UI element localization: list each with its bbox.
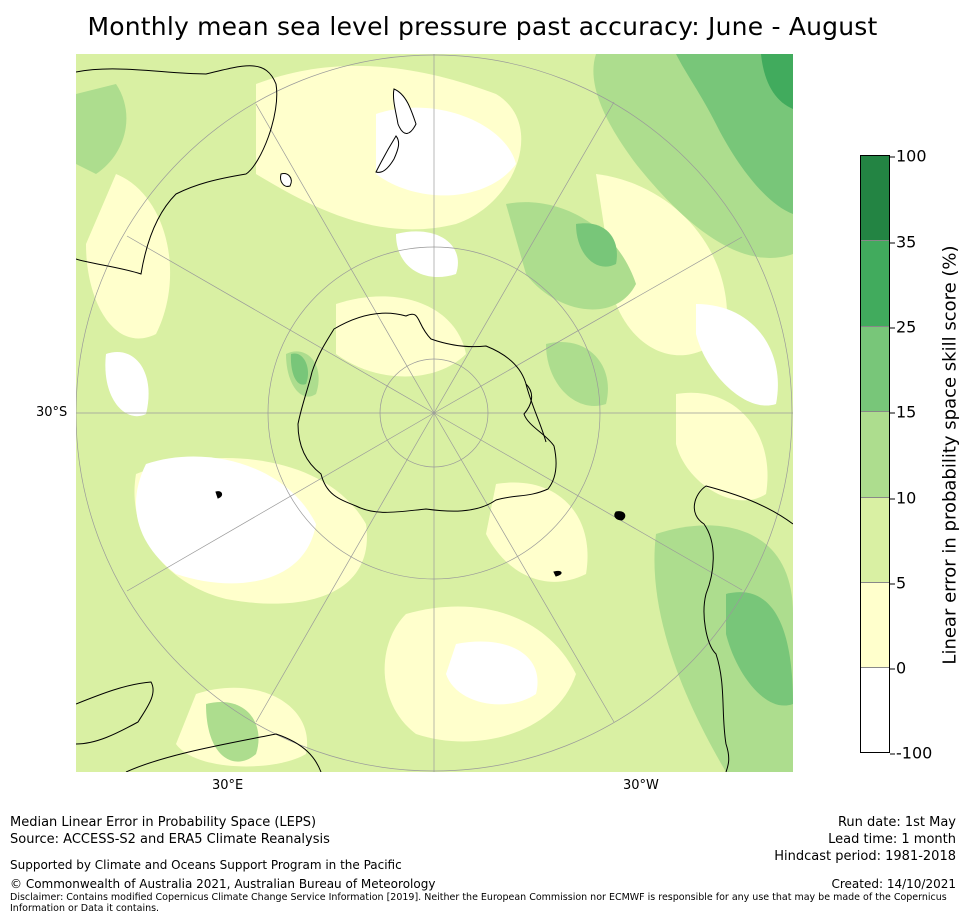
footer-source: Source: ACCESS-S2 and ERA5 Climate Reana…: [10, 832, 330, 847]
australia-coast: [76, 65, 278, 275]
footer-disclaimer: Disclaimer: Contains modified Copernicus…: [10, 892, 955, 914]
lat-label-30s: 30°S: [36, 405, 68, 420]
footer-right: Run date: 1st May Lead time: 1 month Hin…: [774, 814, 956, 865]
colorbar-tick-10: 10: [889, 488, 917, 508]
colorbar-tick-100: 100: [890, 146, 927, 166]
new-zealand-north: [393, 88, 417, 134]
colorbar-bin-25-35: [861, 241, 889, 327]
colorbar-tick-25: 25: [889, 317, 917, 337]
skill-class-10-15: [76, 54, 793, 772]
antarctic-peninsula: [525, 383, 547, 443]
kerguelen: [215, 491, 223, 499]
footer-copyright: © Commonwealth of Australia 2021, Austra…: [10, 877, 436, 891]
footer-support: Supported by Climate and Oceans Support …: [10, 858, 402, 872]
graticule: [76, 54, 793, 772]
south-america-coast: [693, 485, 793, 772]
southern-africa-coast: [125, 733, 322, 772]
colorbar: [860, 155, 890, 753]
africa-coast: [76, 681, 154, 745]
colorbar-tick-15: 15: [889, 402, 917, 422]
footer-lead-time: Lead time: 1 month: [828, 832, 956, 847]
colorbar-tick-0: 0: [889, 658, 907, 678]
lon-label-30w: 30°W: [623, 778, 659, 793]
colorbar-title: Linear error in probability space skill …: [939, 245, 961, 665]
colorbar-tick-5: 5: [889, 573, 907, 593]
colorbar-bin-below-0: [861, 668, 889, 752]
footer-hindcast: Hindcast period: 1981-2018: [774, 849, 956, 864]
footer-left: Median Linear Error in Probability Space…: [10, 814, 330, 848]
map-title: Monthly mean sea level pressure past acc…: [87, 12, 878, 41]
lon-label-30e: 30°E: [212, 778, 244, 793]
colorbar-bin-5-10: [861, 498, 889, 583]
footer-disclaimer-line2: Information or Data it contains.: [10, 903, 160, 914]
falklands: [614, 511, 626, 521]
skill-class-15-25: [290, 54, 793, 706]
colorbar-bin-35-100: [861, 156, 889, 241]
footer-disclaimer-line1: Disclaimer: Contains modified Copernicus…: [10, 892, 947, 903]
colorbar-tick-35: 35: [889, 232, 917, 252]
map-canvas: [76, 54, 793, 772]
polar-map: [76, 54, 793, 772]
colorbar-bin-15-25: [861, 327, 889, 412]
colorbar-bin-10-15: [861, 412, 889, 498]
tasmania-coast: [280, 173, 292, 187]
footer-created: Created: 14/10/2021: [831, 877, 956, 891]
antarctica-coast: [297, 312, 557, 513]
colorbar-tick-minus-100: -100: [889, 743, 933, 763]
south-georgia: [553, 571, 562, 577]
new-zealand-south: [375, 135, 400, 173]
coastlines: [76, 65, 793, 772]
footer-run-date: Run date: 1st May: [837, 815, 956, 830]
colorbar-bin-0-5: [861, 583, 889, 668]
footer-method: Median Linear Error in Probability Space…: [10, 815, 317, 830]
skill-class-25-35: [761, 54, 793, 109]
